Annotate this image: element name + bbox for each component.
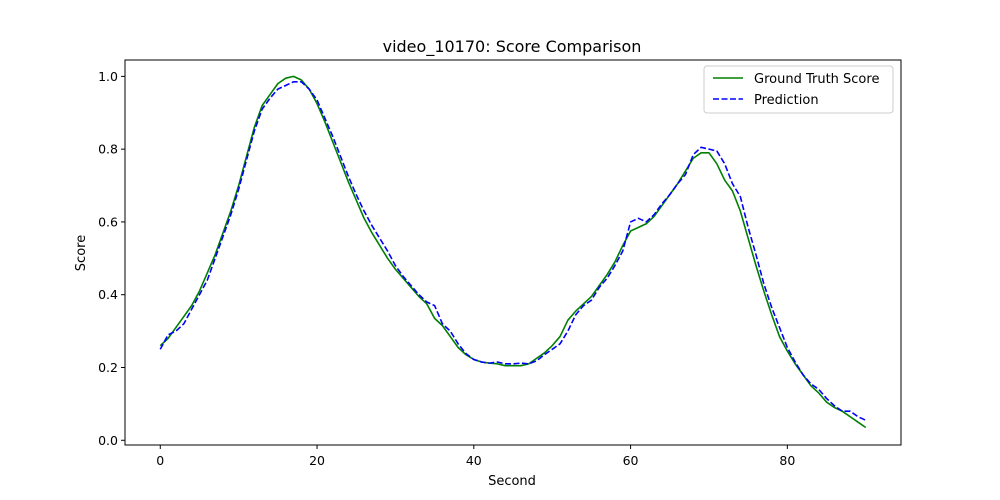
x-tick-label: 80 — [779, 453, 795, 468]
y-tick-label: 0.2 — [98, 360, 118, 375]
x-tick-label: 40 — [466, 453, 482, 468]
series-layer — [159, 75, 867, 429]
chart-title: video_10170: Score Comparison — [383, 37, 642, 57]
x-tick-label: 20 — [309, 453, 325, 468]
legend-label-prediction: Prediction — [754, 93, 819, 108]
y-tick-label: 0.0 — [98, 433, 118, 448]
x-axis: 0 20 40 60 80 — [156, 445, 795, 468]
y-axis-label: Score — [74, 235, 89, 271]
legend: Ground Truth Score Prediction — [703, 65, 894, 114]
legend-label-ground-truth: Ground Truth Score — [754, 72, 879, 87]
y-tick-label: 0.6 — [98, 214, 118, 229]
x-axis-label: Second — [488, 474, 536, 489]
plot-area-frame — [124, 59, 902, 446]
y-tick-label: 0.8 — [98, 142, 118, 157]
x-tick-label: 0 — [156, 453, 164, 468]
y-tick-label: 0.4 — [98, 287, 118, 302]
ground-truth-score-line — [159, 75, 867, 429]
y-axis: 0.0 0.2 0.4 0.6 0.8 1.0 — [98, 69, 125, 448]
y-tick-label: 1.0 — [98, 69, 118, 84]
x-tick-label: 60 — [623, 453, 639, 468]
legend-box — [703, 65, 894, 114]
prediction-line — [159, 81, 867, 421]
